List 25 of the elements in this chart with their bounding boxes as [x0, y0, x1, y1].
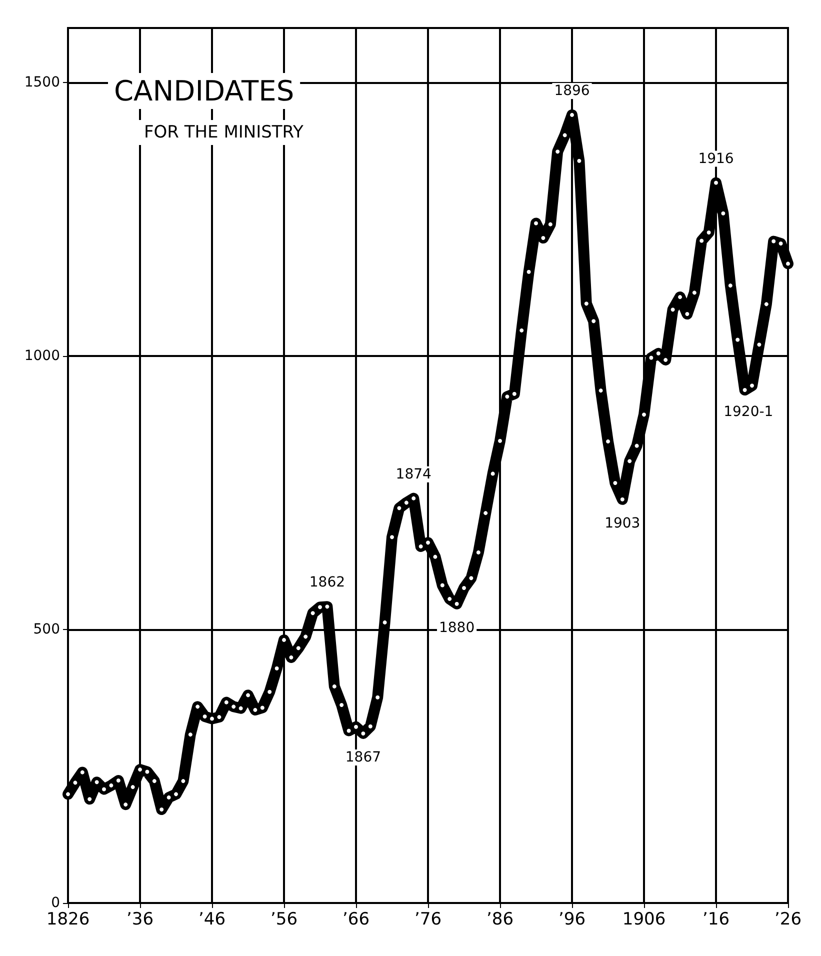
x-tick-label: ’56 — [270, 910, 298, 930]
annotation: 1874 — [396, 466, 432, 482]
annotation: 1920-1 — [724, 404, 774, 420]
annotation: 1867 — [345, 749, 382, 766]
text: FOR THE MINISTRY — [144, 122, 304, 142]
x-tick-label: ’46 — [198, 910, 226, 930]
y-tick-label: 0 — [51, 895, 60, 911]
annotation: 1862 — [309, 574, 346, 591]
text: CANDIDATES — [114, 74, 294, 108]
x-tick-label: ’76 — [414, 910, 442, 930]
annotation: 1903 — [604, 515, 640, 532]
annotation: 1880 — [438, 620, 475, 636]
x-tick-label: ’96 — [558, 910, 586, 930]
x-tick-label: ’16 — [702, 910, 730, 930]
y-tick-label: 500 — [33, 622, 60, 638]
annotation: 1896 — [554, 82, 590, 99]
y-tick-label: 1000 — [24, 348, 60, 364]
x-tick-label: ’66 — [342, 910, 370, 930]
x-tick-label: ’36 — [126, 910, 154, 930]
y-tick-label: 1500 — [24, 74, 60, 91]
x-tick-label: 1826 — [46, 910, 90, 930]
x-tick-label: ’26 — [774, 910, 802, 930]
annotation: 1916 — [698, 150, 734, 167]
x-tick-label: 1906 — [622, 910, 666, 930]
x-tick-label: ’86 — [486, 910, 514, 930]
